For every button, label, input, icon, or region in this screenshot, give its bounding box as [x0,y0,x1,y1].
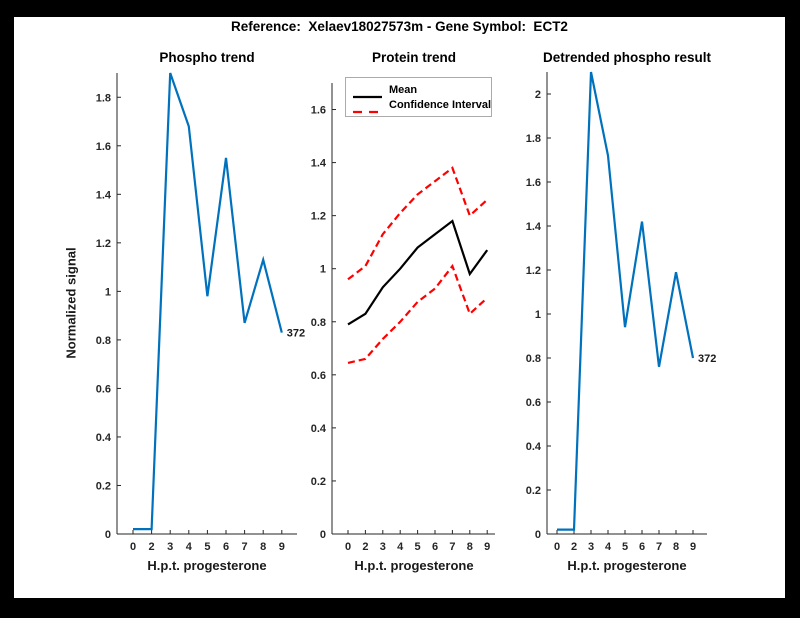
y-tick-label: 1.6 [311,105,326,117]
y-tick-label: 0.4 [526,441,542,453]
y-tick-label: 1.4 [311,158,327,170]
y-tick-label: 0.6 [311,370,326,382]
x-axis-label-phospho: H.p.t. progesterone [147,558,267,573]
y-tick-label: 0.4 [311,423,327,435]
y-tick-label: 0.2 [96,480,111,492]
matlab-figure-canvas: Reference: Xelaev18027573m - Gene Symbol… [14,17,785,598]
x-tick-label: 9 [690,541,696,553]
x-tick-label: 3 [588,541,594,553]
y-tick-label: 1.2 [526,265,541,277]
endpoint-label-372: 372 [698,353,716,365]
x-tick-label: 9 [484,541,490,553]
x-tick-label: 2 [149,541,155,553]
x-tick-label: 6 [223,541,229,553]
phospho-signal-line [133,72,283,531]
y-tick-label: 0.2 [311,476,326,488]
legend-label-mean: Mean [389,84,418,96]
x-tick-label: 9 [279,541,285,553]
y-tick-label: 0.8 [96,335,111,347]
mean-line [347,219,489,326]
y-tick-label: 0 [105,529,111,541]
legend-entry-mean: Mean [353,83,485,99]
y-tick-label: 1.8 [96,92,111,104]
x-tick-label: 4 [186,541,193,553]
legend: Mean Confidence Interval [345,77,492,117]
ci-lower-line [347,263,488,364]
x-tick-label: 4 [397,541,404,553]
x-tick-label: 3 [167,541,173,553]
endpoint-label-372: 372 [287,328,305,340]
y-tick-label: 1.6 [526,177,541,189]
y-tick-label: 1 [105,286,111,298]
x-axis-label-protein: H.p.t. progesterone [354,558,474,573]
x-tick-label: 0 [554,541,560,553]
y-tick-label: 0.2 [526,485,541,497]
y-tick-label: 1.4 [96,189,112,201]
y-tick-label: 0.6 [526,397,541,409]
y-tick-label: 0.6 [96,383,111,395]
plot-title-phospho-trend: Phospho trend [159,50,255,65]
plot-title-protein-trend: Protein trend [371,50,457,65]
x-tick-label: 7 [242,541,248,553]
y-tick-label: 2 [535,89,541,101]
x-tick-label: 3 [380,541,386,553]
plots-svg: 00.20.40.60.811.21.41.61.80 2 3 4 5 6 7 8 937200… [96,71,716,553]
x-tick-label: 7 [656,541,662,553]
y-tick-label: 1 [320,264,326,276]
y-tick-label: 1.2 [96,238,111,250]
confidence-interval-line-swatch-icon [353,102,382,114]
chart-phospho-trend: 0 0.2 0.4 0.6 0.8 1 1.2 1.4 1.6 1.8 0 2 3 4 5 6 7 8 9 372 [96,72,305,553]
legend-entry-confidence-interval: Confidence Interval [353,98,491,114]
x-tick-label: 0 [345,541,351,553]
y-axis-label-normalized-signal: Normalized signal [63,247,79,359]
legend-label-confidence-interval: Confidence Interval [389,99,492,111]
detrended-signal-line [557,71,695,531]
ci-upper-line [347,166,488,281]
y-tick-label: 0.8 [526,353,541,365]
y-tick-label: 1.6 [96,141,111,153]
x-tick-label: 4 [605,541,612,553]
x-tick-label: 5 [204,541,210,553]
y-tick-label: 1 [535,309,541,321]
figure-title: Reference: Xelaev18027573m - Gene Symbol… [231,19,568,34]
x-tick-label: 6 [432,541,438,553]
x-tick-label: 6 [639,541,645,553]
plot-title-detrended-phospho-result: Detrended phospho result [542,50,712,65]
x-tick-label: 8 [673,541,679,553]
y-tick-label: 0.4 [96,432,112,444]
mean-line-swatch-icon [353,87,382,99]
y-tick-label: 1.8 [526,133,541,145]
y-tick-label: 0.8 [311,317,326,329]
x-tick-label: 8 [260,541,266,553]
y-tick-label: 1.4 [526,221,542,233]
x-tick-label: 2 [571,541,577,553]
y-tick-label: 0 [320,529,326,541]
x-axis-label-detrended: H.p.t. progesterone [567,558,687,573]
x-tick-label: 5 [415,541,421,553]
chart-protein-trend: 00.20.40.60.811.21.41.60 2 3 4 5 6 7 8 9 [311,83,495,553]
x-tick-label: 0 [130,541,136,553]
y-tick-label: 0 [535,529,541,541]
x-tick-label: 7 [449,541,455,553]
x-tick-label: 8 [467,541,473,553]
x-tick-label: 5 [622,541,628,553]
x-tick-label: 2 [362,541,368,553]
y-tick-label: 1.2 [311,211,326,223]
